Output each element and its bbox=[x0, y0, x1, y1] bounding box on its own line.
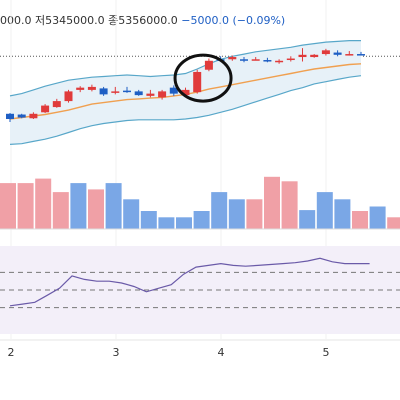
candle-body bbox=[123, 90, 131, 93]
volume-bar bbox=[105, 183, 122, 229]
low-label: 저 bbox=[35, 14, 46, 27]
volume-bar bbox=[387, 217, 400, 229]
volume-bar bbox=[316, 192, 333, 229]
candle-body bbox=[286, 58, 295, 61]
candle-body bbox=[158, 91, 167, 98]
bollinger-upper-line bbox=[9, 39, 361, 97]
volume-bar bbox=[246, 199, 263, 229]
volume-bar bbox=[70, 183, 87, 229]
highlight-circle bbox=[173, 53, 233, 103]
close-value: 5356000.0 bbox=[118, 14, 178, 27]
volume-bar bbox=[281, 181, 298, 229]
candle-body bbox=[204, 60, 213, 70]
candle-body bbox=[99, 88, 108, 95]
volume-pane bbox=[0, 176, 400, 230]
candle-body bbox=[146, 93, 155, 96]
candle-body bbox=[193, 71, 202, 93]
candle-body bbox=[64, 91, 73, 102]
x-tick-label: 2 bbox=[8, 346, 15, 359]
x-tick-label: 3 bbox=[113, 346, 120, 359]
x-tick-label: 4 bbox=[218, 346, 225, 359]
ohlc-readout: 000.0 저5345000.0 종5356000.0 −5000.0 (−0.… bbox=[0, 12, 285, 28]
volume-bar bbox=[193, 211, 210, 229]
volume-bar bbox=[334, 199, 351, 229]
volume-bar bbox=[17, 183, 34, 229]
volume-bar bbox=[228, 199, 245, 229]
candle-body bbox=[41, 105, 50, 113]
candle-body bbox=[29, 113, 38, 119]
low-value: 5345000.0 bbox=[45, 14, 105, 27]
candle-body bbox=[275, 60, 284, 63]
price-pane bbox=[0, 39, 400, 145]
x-tick-label: 5 bbox=[323, 346, 330, 359]
candle-body bbox=[263, 60, 272, 62]
candle-body bbox=[17, 114, 26, 118]
candle-body bbox=[228, 57, 237, 60]
candle-body bbox=[134, 91, 143, 96]
close-label: 종 bbox=[108, 14, 119, 27]
volume-bar bbox=[211, 192, 228, 229]
volume-bar bbox=[264, 176, 280, 229]
volume-bar bbox=[158, 217, 175, 229]
candle-body bbox=[240, 59, 248, 61]
volume-bar bbox=[52, 192, 69, 229]
rsi-pane bbox=[0, 246, 400, 334]
volume-bar bbox=[88, 189, 104, 229]
volume-bar bbox=[299, 210, 316, 229]
open-value-tail: 000.0 bbox=[0, 14, 32, 27]
candle-body bbox=[321, 50, 330, 55]
volume-bar bbox=[35, 178, 52, 229]
candle-body bbox=[87, 86, 96, 90]
volume-bar bbox=[176, 217, 192, 229]
volume-bar bbox=[352, 211, 368, 229]
candle-body bbox=[345, 54, 354, 56]
candle-body bbox=[6, 113, 14, 120]
bollinger-lower-line bbox=[9, 75, 362, 145]
volume-bar bbox=[123, 199, 140, 229]
candle-body bbox=[333, 52, 342, 55]
volume-bar bbox=[369, 206, 386, 229]
candle-body bbox=[111, 91, 120, 93]
candle-body bbox=[251, 59, 260, 61]
candle-body bbox=[310, 54, 319, 58]
candle-body bbox=[298, 54, 307, 58]
volume-bar bbox=[0, 183, 16, 229]
candle-body bbox=[181, 89, 190, 96]
rsi-line bbox=[9, 257, 370, 307]
candle-body bbox=[76, 87, 85, 90]
candle-body bbox=[52, 101, 61, 108]
volume-bar bbox=[140, 211, 157, 229]
candle-body bbox=[357, 54, 365, 56]
price-change: −5000.0 (−0.09%) bbox=[181, 14, 286, 27]
candle-body bbox=[169, 87, 178, 94]
